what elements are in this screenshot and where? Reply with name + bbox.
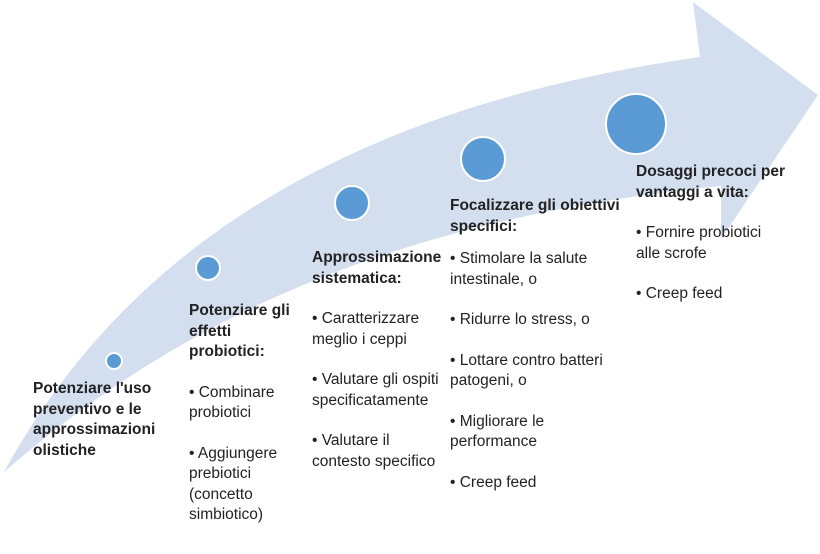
stage-5-text: Dosaggi precoci per vantaggi a vita: • F… xyxy=(636,162,786,305)
stage-item: • Valutare il contesto specifico xyxy=(312,432,436,470)
stage-item: • Lottare contro batteri patogeni, o xyxy=(450,351,603,390)
stage-title: Approssimazione sistematica: xyxy=(312,249,442,287)
stage-item: • Aggiungere prebiotici (concetto simbio… xyxy=(189,444,278,524)
stage-3-text: Approssimazione sistematica: • Caratteri… xyxy=(312,248,448,472)
stage-item: • Creep feed xyxy=(636,285,723,302)
stage-title: Potenziare gli effetti probiotici: xyxy=(189,302,290,360)
stage-2-circle xyxy=(195,255,221,281)
stage-item: • Migliorare le performance xyxy=(450,412,545,451)
stage-item: • Fornire probiotici alle scrofe xyxy=(636,224,762,262)
stage-item: • Ridurre lo stress, o xyxy=(450,311,590,328)
stage-item: • Valutare gli ospiti specificatamente xyxy=(312,371,439,409)
stage-2-text: Potenziare gli effetti probiotici: • Com… xyxy=(189,301,301,526)
stage-title: Dosaggi precoci per vantaggi a vita: xyxy=(636,163,786,201)
stage-item: • Creep feed xyxy=(450,473,537,491)
stage-4-circle xyxy=(460,136,506,182)
stage-3-circle xyxy=(334,185,370,221)
stage-1-text: Potenziare l'uso preventivo e le appross… xyxy=(33,379,183,461)
stage-1-circle xyxy=(105,352,123,370)
stage-title: Potenziare l'uso preventivo e le appross… xyxy=(33,380,156,459)
stage-item: • Combinare probiotici xyxy=(189,383,275,422)
stage-title: Focalizzare gli obiettivi specifici: xyxy=(450,197,620,235)
stage-item: • Caratterizzare meglio i ceppi xyxy=(312,310,420,348)
stage-5-circle xyxy=(605,93,667,155)
stage-4-text: Focalizzare gli obiettivi specifici: • S… xyxy=(450,196,625,493)
stage-item: • Stimolare la salute intestinale, o xyxy=(450,250,588,288)
